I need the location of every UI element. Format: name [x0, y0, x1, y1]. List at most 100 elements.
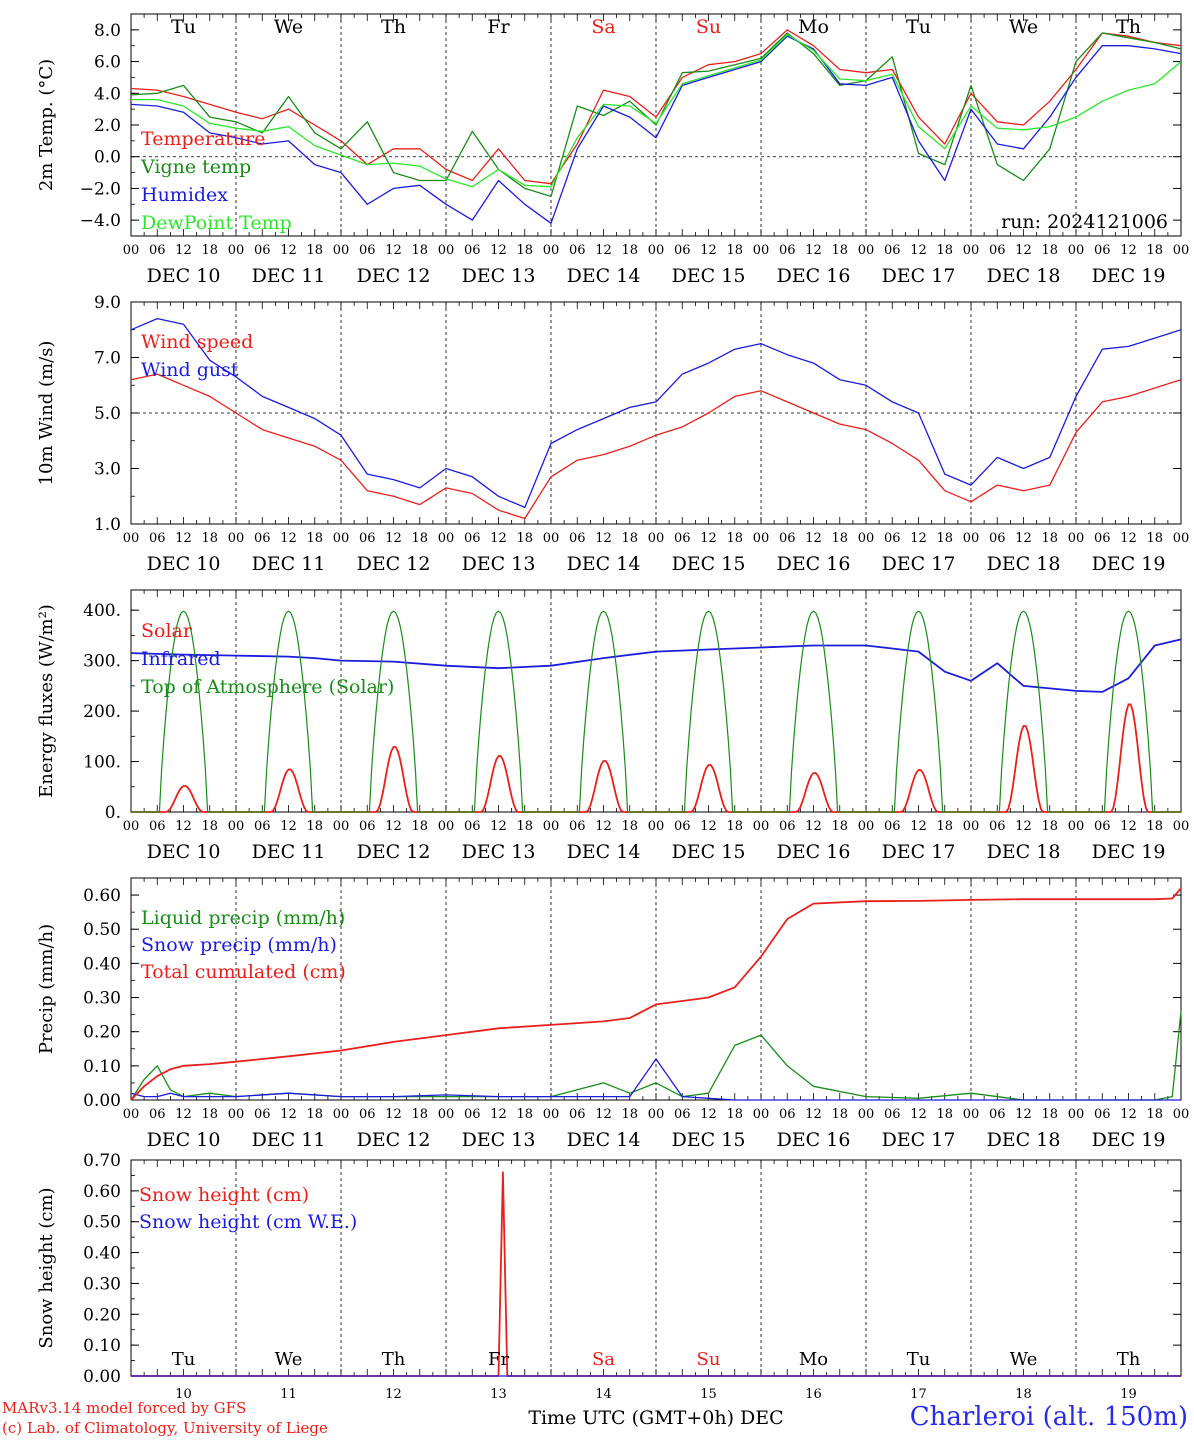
- weekday-label: Su: [697, 1349, 721, 1370]
- date-tick-label: DEC 15: [672, 265, 746, 287]
- hour-tick-label: 06: [989, 531, 1006, 546]
- y-tick-label: 0.10: [83, 1057, 121, 1077]
- hour-tick-label: 00: [648, 531, 665, 546]
- hour-tick-label: 00: [438, 1107, 455, 1122]
- hour-tick-label: 00: [333, 819, 350, 834]
- day-number-label: 19: [1120, 1387, 1137, 1402]
- date-tick-label: DEC 18: [987, 265, 1061, 287]
- hour-tick-label: 00: [963, 243, 980, 258]
- series-line-snow-precip-mm-h: [130, 1058, 1181, 1101]
- hour-tick-label: 00: [858, 819, 875, 834]
- hour-tick-label: 18: [831, 531, 848, 546]
- hour-tick-label: 18: [621, 819, 638, 834]
- hour-tick-label: 00: [123, 531, 140, 546]
- hour-tick-label: 00: [963, 1107, 980, 1122]
- date-tick-label: DEC 12: [357, 841, 431, 863]
- hour-tick-label: 12: [805, 531, 822, 546]
- date-tick-label: DEC 12: [357, 553, 431, 575]
- hour-tick-label: 12: [280, 1107, 297, 1122]
- day-number-label: 16: [805, 1387, 822, 1402]
- y-tick-label: 200.: [83, 702, 121, 722]
- hour-tick-label: 18: [411, 1107, 428, 1122]
- hour-tick-label: 00: [1173, 819, 1190, 834]
- hour-tick-label: 18: [621, 1107, 638, 1122]
- date-tick-label: DEC 16: [777, 553, 851, 575]
- hour-tick-label: 06: [149, 1107, 166, 1122]
- series-line-wind-gust: [130, 317, 1182, 509]
- date-tick-label: DEC 19: [1092, 553, 1166, 575]
- hour-tick-label: 18: [516, 819, 533, 834]
- hour-tick-label: 00: [648, 819, 665, 834]
- hour-tick-label: 12: [595, 531, 612, 546]
- y-tick-label: 8.0: [94, 21, 121, 41]
- weekday-label: Sa: [592, 1349, 615, 1370]
- hour-tick-label: 12: [700, 819, 717, 834]
- weekday-label: Tu: [171, 16, 196, 38]
- hour-tick-label: 06: [779, 531, 796, 546]
- hour-tick-label: 12: [910, 531, 927, 546]
- hour-tick-label: 18: [1041, 243, 1058, 258]
- date-tick-label: DEC 14: [567, 265, 641, 287]
- date-tick-label: DEC 19: [1092, 1129, 1166, 1151]
- hour-tick-label: 00: [753, 1107, 770, 1122]
- series-line-total-cumulated-cm: [130, 887, 1182, 1101]
- hour-tick-label: 18: [831, 243, 848, 258]
- hour-tick-label: 00: [753, 819, 770, 834]
- hour-tick-label: 00: [228, 1107, 245, 1122]
- panel-3: [130, 589, 1182, 813]
- weekday-label: Su: [696, 16, 721, 38]
- hour-tick-label: 12: [385, 531, 402, 546]
- hour-tick-label: 12: [490, 531, 507, 546]
- date-tick-label: DEC 13: [462, 1129, 536, 1151]
- hour-tick-label: 06: [254, 243, 271, 258]
- y-tick-label: −4.0: [80, 211, 121, 231]
- weekday-label: Tu: [907, 1349, 931, 1370]
- y-tick-label: 400.: [83, 601, 121, 621]
- hour-tick-label: 12: [1120, 531, 1137, 546]
- y-tick-label: 0.50: [83, 920, 121, 940]
- hour-tick-label: 06: [674, 819, 691, 834]
- hour-tick-label: 00: [1068, 1107, 1085, 1122]
- hour-tick-label: 06: [884, 243, 901, 258]
- hour-tick-label: 06: [779, 1107, 796, 1122]
- hour-tick-label: 06: [149, 819, 166, 834]
- legend-humidex: Humidex: [141, 184, 228, 206]
- hour-tick-label: 06: [254, 1107, 271, 1122]
- y-tick-label: 0.50: [83, 1213, 121, 1233]
- date-tick-label: DEC 12: [357, 265, 431, 287]
- y-tick-label: 0.10: [83, 1336, 121, 1356]
- legend-wind-speed: Wind speed: [141, 331, 253, 353]
- hour-tick-label: 06: [569, 531, 586, 546]
- hour-tick-label: 00: [543, 819, 560, 834]
- hour-tick-label: 12: [280, 819, 297, 834]
- day-number-label: 18: [1015, 1387, 1032, 1402]
- hour-tick-label: 06: [569, 243, 586, 258]
- hour-tick-label: 00: [1173, 243, 1190, 258]
- hour-tick-label: 18: [201, 819, 218, 834]
- day-number-label: 12: [385, 1387, 402, 1402]
- hour-tick-label: 06: [779, 819, 796, 834]
- hour-tick-label: 12: [700, 1107, 717, 1122]
- hour-tick-label: 18: [621, 531, 638, 546]
- hour-tick-label: 06: [149, 531, 166, 546]
- hour-tick-label: 00: [648, 243, 665, 258]
- hour-tick-label: 18: [516, 1107, 533, 1122]
- model-credit: MARv3.14 model forced by GFS (c) Lab. of…: [2, 1398, 328, 1438]
- hour-tick-label: 06: [464, 531, 481, 546]
- hour-tick-label: 06: [464, 819, 481, 834]
- y-tick-label: 6.0: [94, 53, 121, 73]
- legend-vigne-temp: Vigne temp: [140, 156, 251, 178]
- legend-temperature: Temperature: [141, 128, 265, 150]
- hour-tick-label: 18: [411, 819, 428, 834]
- hour-tick-label: 18: [201, 243, 218, 258]
- hour-tick-label: 18: [936, 531, 953, 546]
- series-line-wind-speed: [130, 373, 1182, 520]
- date-tick-label: DEC 10: [147, 265, 221, 287]
- legend-infrared: Infrared: [141, 648, 221, 670]
- date-tick-label: DEC 16: [777, 1129, 851, 1151]
- hour-tick-label: 00: [438, 531, 455, 546]
- weekday-label: Tu: [172, 1349, 196, 1370]
- panel-4: [130, 877, 1182, 1101]
- date-tick-label: DEC 19: [1092, 841, 1166, 863]
- date-tick-label: DEC 10: [147, 1129, 221, 1151]
